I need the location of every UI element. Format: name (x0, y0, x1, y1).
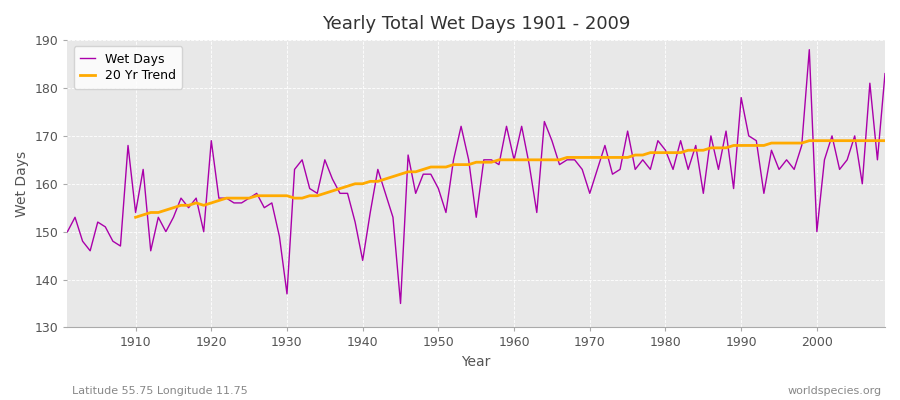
Wet Days (508, 158, 519, 162)
Text: worldspecies.org: worldspecies.org (788, 386, 882, 396)
Title: Yearly Total Wet Days 1901 - 2009: Yearly Total Wet Days 1901 - 2009 (322, 15, 630, 33)
Wet Days (804, 47, 814, 52)
20 Yr Trend (577, 155, 588, 160)
Wet Days (395, 301, 406, 306)
20 Yr Trend (304, 193, 315, 198)
20 Yr Trend (804, 138, 814, 143)
20 Yr Trend (274, 193, 284, 198)
Wet Days (608, 172, 618, 176)
Legend: Wet Days, 20 Yr Trend: Wet Days, 20 Yr Trend (74, 46, 182, 89)
Text: Latitude 55.75 Longitude 11.75: Latitude 55.75 Longitude 11.75 (72, 386, 248, 396)
Wet Days (122, 143, 133, 148)
Wet Days (289, 167, 300, 172)
Wet Days (879, 71, 890, 76)
Y-axis label: Wet Days: Wet Days (15, 151, 29, 217)
Wet Days (335, 191, 346, 196)
Wet Days (517, 124, 527, 129)
Wet Days (62, 229, 73, 234)
20 Yr Trend (879, 138, 890, 143)
20 Yr Trend (517, 158, 527, 162)
Line: 20 Yr Trend: 20 Yr Trend (136, 141, 885, 217)
20 Yr Trend (826, 138, 837, 143)
20 Yr Trend (130, 215, 141, 220)
20 Yr Trend (850, 138, 860, 143)
Line: Wet Days: Wet Days (68, 50, 885, 304)
X-axis label: Year: Year (462, 355, 490, 369)
